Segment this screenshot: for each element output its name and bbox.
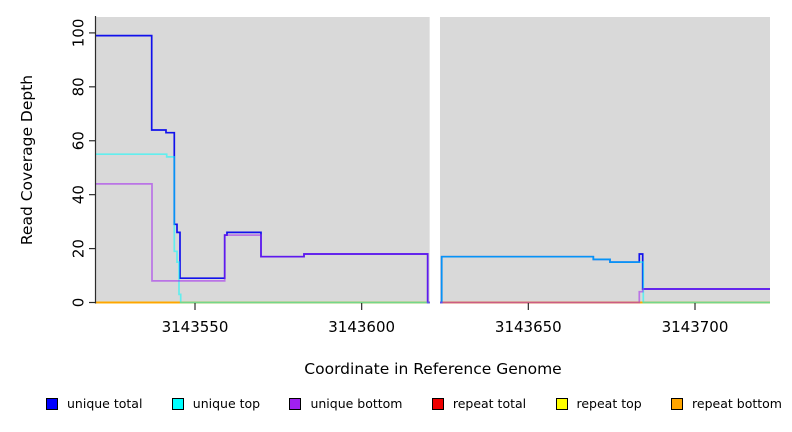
y-tick-label: 0 [70, 298, 88, 308]
legend-label: repeat top [576, 396, 642, 411]
legend-swatch-icon [46, 397, 58, 410]
series-line-unique_bottom [96, 183, 430, 304]
y-tick-label: 80 [70, 77, 88, 96]
legend-item-repeat-bottom: repeat bottom [671, 396, 782, 411]
legend-item-unique-total: unique total [46, 396, 142, 411]
legend-swatch-icon [171, 397, 184, 410]
y-tick-label: 40 [70, 185, 88, 204]
legend-swatch-icon [289, 397, 302, 410]
x-tick-label: 3143650 [495, 318, 562, 336]
series-line-unique_bottom [440, 288, 770, 304]
legend-item-repeat-top: repeat top [555, 396, 642, 411]
x-tick-label: 3143600 [328, 318, 395, 336]
legend-label: repeat total [452, 396, 527, 411]
x-tick-label: 3143550 [162, 318, 229, 336]
legend-label: unique top [192, 396, 261, 411]
legend-swatch-icon [555, 397, 568, 410]
legend: unique total unique top unique bottom repea… [0, 396, 792, 411]
series-line-unique_top [96, 153, 430, 304]
legend-label: repeat bottom [692, 396, 782, 411]
x-axis-title: Coordinate in Reference Genome [304, 360, 562, 378]
y-axis-title: Read Coverage Depth [18, 74, 36, 246]
y-tick-label: 20 [70, 239, 88, 258]
legend-label: unique bottom [310, 396, 403, 411]
y-tick-label: 60 [70, 131, 88, 150]
y-tick-label: 100 [70, 19, 88, 48]
legend-swatch-icon [431, 397, 444, 410]
legend-item-unique-top: unique top [171, 396, 261, 411]
legend-swatch-icon [671, 397, 684, 410]
series-line-unique_top [440, 255, 770, 304]
x-tick-label: 3143700 [662, 318, 729, 336]
no-data-gap-band [429, 17, 440, 303]
legend-item-repeat-total: repeat total [431, 396, 527, 411]
legend-item-unique-bottom: unique bottom [289, 396, 403, 411]
legend-label: unique total [67, 396, 143, 411]
